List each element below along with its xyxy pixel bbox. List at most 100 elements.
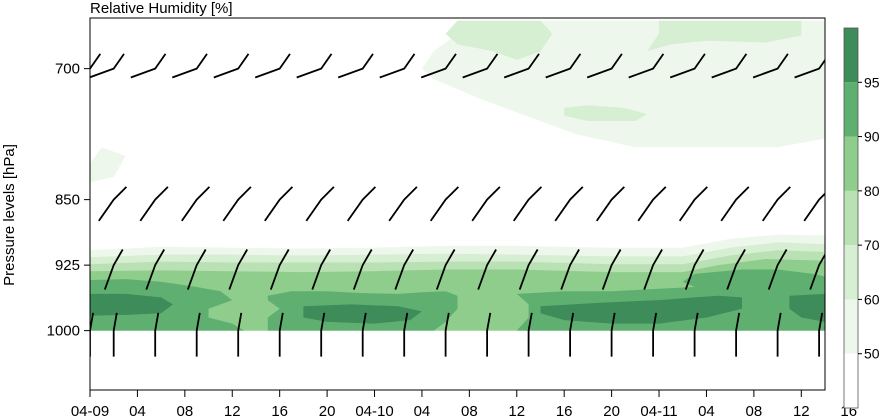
- wind-barb-700-3: [130, 53, 167, 79]
- wind-barb-1000-13: [569, 312, 575, 357]
- x-tick-label-16: 12: [793, 403, 810, 418]
- y-axis-ticks: 700 850 925 1000: [47, 61, 90, 340]
- contour-rh-60-region-3: [647, 20, 802, 52]
- x-axis-ticks: 04-09 04 08 12 16 20 04-10 04 08 12 16 20 04-11 04 08 1…: [71, 390, 857, 418]
- wind-barb-1000-18: [776, 312, 782, 357]
- wind-barb-700-13: [545, 53, 582, 79]
- wind-barb-1000-5: [237, 312, 243, 357]
- y-tick-label-925: 925: [55, 257, 80, 274]
- wind-barb-925-18: [809, 253, 825, 290]
- wind-barb-700-11: [462, 53, 499, 79]
- colorbar-frame: [843, 27, 859, 409]
- wind-barb-925-8: [394, 249, 414, 290]
- contour-rh-60-region-1: [445, 20, 553, 60]
- contour-rh-95-region-3: [540, 295, 742, 324]
- wind-barb-850-2: [139, 186, 169, 222]
- colorbar: 50 60 70 80 90 95: [843, 27, 880, 409]
- colorbar-segment-5: [844, 136, 858, 191]
- x-tick-label-7: 04-10: [355, 403, 393, 418]
- wind-barb-925-16: [726, 249, 746, 290]
- wind-barb-850-11: [512, 186, 543, 222]
- wind-barb-1000-4: [195, 312, 201, 357]
- wind-barb-850-16: [720, 186, 750, 222]
- wind-barb-1000-12: [527, 312, 533, 357]
- wind-barb-925-7: [352, 249, 373, 290]
- x-tick-label-6: 20: [319, 403, 336, 418]
- wind-barb-925-12: [560, 249, 580, 290]
- wind-barb-850-8: [388, 186, 418, 222]
- wind-barb-925-11: [518, 249, 539, 290]
- y-tick-label-1000: 1000: [47, 323, 80, 340]
- contour-rh-50-region-2: [90, 147, 126, 183]
- x-tick-label-11: 16: [556, 403, 573, 418]
- colorbar-segment-1: [844, 353, 858, 408]
- x-tick-label-14: 04: [698, 403, 715, 418]
- x-tick-label-1: 04-09: [71, 403, 109, 418]
- wind-barb-1000-10: [444, 312, 450, 357]
- x-tick-label-8: 04: [414, 403, 431, 418]
- contour-rh-95-region-2: [303, 304, 422, 324]
- wind-barb-925-3: [186, 249, 207, 290]
- colorbar-segment-3: [844, 245, 858, 300]
- wind-barb-700-19: [794, 58, 825, 79]
- wind-barb-1000-16: [693, 312, 699, 357]
- wind-barb-1000-19: [818, 312, 824, 357]
- wind-barb-925-6: [311, 249, 331, 290]
- y-axis-label: Pressure levels [hPa]: [1, 144, 18, 286]
- wind-barb-1000-17: [735, 312, 741, 357]
- wind-barb-925-1: [103, 249, 124, 290]
- wind-barb-700-9: [379, 53, 416, 79]
- wind-barb-1000-11: [486, 312, 492, 357]
- wind-barb-925-17: [767, 249, 788, 290]
- wind-barb-700-17: [711, 53, 748, 79]
- wind-barb-850-12: [554, 186, 584, 222]
- humidity-contours: [90, 20, 825, 331]
- wind-barb-700-5: [213, 53, 250, 79]
- colorbar-label-70: 70: [864, 237, 880, 253]
- wind-barb-700-10: [420, 53, 457, 79]
- wind-barb-700-18: [752, 53, 789, 79]
- wind-barbs: [90, 53, 825, 357]
- wind-barb-850-4: [222, 186, 252, 222]
- wind-barb-700-6: [254, 53, 291, 79]
- wind-barb-1000-14: [610, 312, 616, 357]
- wind-barb-925-4: [228, 249, 248, 290]
- contour-rh-95-region-1: [90, 293, 173, 316]
- wind-barb-850-17: [761, 186, 791, 222]
- wind-barb-1000-1: [90, 312, 94, 357]
- wind-barb-925-13: [601, 249, 622, 290]
- wind-barb-925-5: [269, 249, 290, 290]
- wind-barb-1000-3: [154, 312, 160, 357]
- wind-barb-700-4: [171, 53, 208, 79]
- wind-barb-850-18: [803, 192, 825, 222]
- chart-title: Relative Humidity [%]: [90, 0, 233, 17]
- colorbar-segment-2: [844, 299, 858, 354]
- colorbar-segment-4: [844, 190, 858, 246]
- wind-barb-850-10: [471, 186, 501, 222]
- wind-barb-700-1: [90, 53, 102, 70]
- wind-barb-700-2: [90, 53, 125, 79]
- wind-barb-1000-7: [320, 312, 326, 357]
- colorbar-label-50: 50: [864, 346, 880, 362]
- x-tick-label-9: 08: [461, 403, 478, 418]
- colorbar-label-90: 90: [864, 129, 880, 145]
- colorbar-segment-6: [844, 82, 858, 137]
- x-tick-label-12: 20: [603, 403, 620, 418]
- wind-barb-925-15: [684, 249, 705, 290]
- colorbar-segment-7: [844, 28, 858, 83]
- wind-barb-1000-8: [361, 312, 367, 357]
- wind-barb-700-7: [296, 53, 333, 79]
- colorbar-label-80: 80: [864, 183, 880, 199]
- wind-barb-850-7: [346, 186, 377, 222]
- x-tick-label-10: 12: [508, 403, 525, 418]
- contour-rh-95-region-4: [789, 293, 825, 322]
- wind-barb-850-9: [429, 186, 460, 222]
- y-tick-label-850: 850: [55, 192, 80, 209]
- wind-barb-700-16: [669, 53, 706, 79]
- wind-barb-850-3: [181, 186, 211, 222]
- wind-barb-925-14: [643, 249, 663, 290]
- wind-barb-1000-2: [112, 312, 118, 357]
- wind-barb-1000-9: [403, 312, 409, 357]
- x-tick-label-5: 16: [271, 403, 288, 418]
